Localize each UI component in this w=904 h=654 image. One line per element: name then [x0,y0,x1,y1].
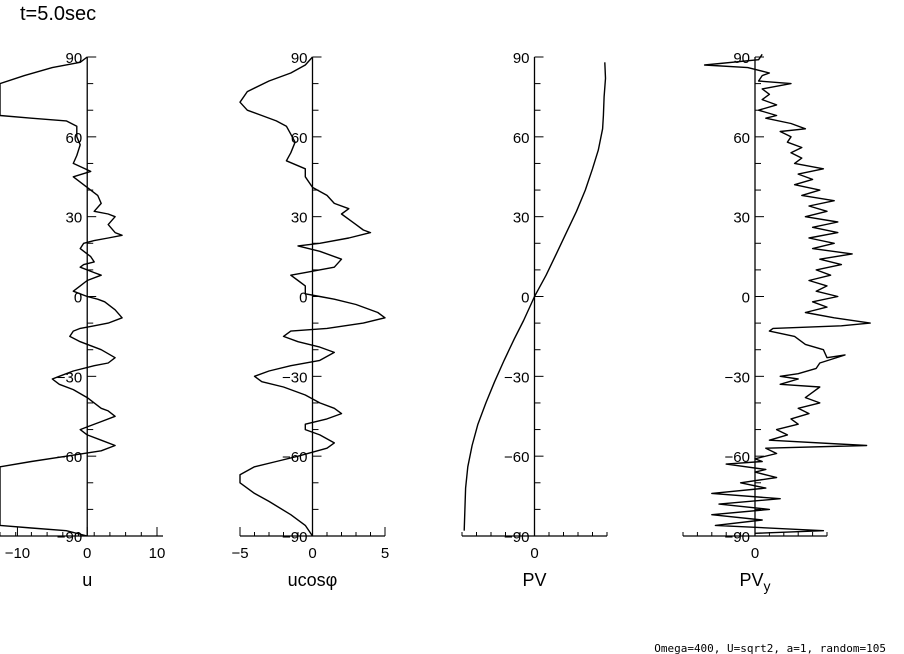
panel-pvy: 0 90 60 30 0 −30 −60 −90 PVy [682,50,871,594]
y-tick-label: −30 [282,369,307,386]
x-axis-label-subscript: y [764,578,771,594]
y-tick-label: 60 [513,130,530,147]
y-tick-label: −30 [725,369,750,386]
y-tick-label: 60 [733,130,750,147]
x-tick-label: 0 [83,545,91,562]
y-tick-label: 30 [513,210,530,227]
x-axis-label: u [82,570,92,590]
panel-pv: 0 90 60 30 0 −30 −60 −90 PV [461,50,608,590]
profile-line-pv [463,62,607,531]
x-tick-label: 0 [530,545,538,562]
y-tick-label: −90 [282,529,307,546]
x-tick-label: 10 [149,545,166,562]
y-tick-label: 30 [291,210,308,227]
x-tick-label: 5 [381,545,389,562]
y-tick-label: 0 [74,290,82,307]
y-tick-label: 90 [513,50,530,67]
x-axis-label: PV [522,570,546,590]
figure-title: t=5.0sec [20,3,96,25]
y-tick-label: 30 [733,210,750,227]
x-tick-label: 0 [751,545,759,562]
y-tick-label: −30 [57,369,82,386]
y-tick-label: 0 [299,290,307,307]
parameters-footer: Omega=400, U=sqrt2, a=1, random=105 [654,642,886,654]
x-tick-label: 0 [308,545,316,562]
x-tick-label: −5 [231,545,248,562]
y-tick-label: 30 [66,210,83,227]
y-tick-label: 60 [66,130,83,147]
y-tick-label: −30 [504,369,529,386]
y-tick-label: −90 [504,529,529,546]
y-tick-label: −60 [504,449,529,466]
profile-line-u [0,56,123,537]
y-tick-label: −60 [57,449,82,466]
y-tick-label: 90 [291,50,308,67]
y-tick-label: 0 [742,290,750,307]
profile-line-pvy [703,53,871,534]
x-axis-label: ucosφ [288,570,338,590]
y-tick-label: 90 [733,50,750,67]
x-tick-label: −10 [5,545,30,562]
y-tick-label: −60 [725,449,750,466]
y-tick-label: 0 [521,290,529,307]
y-tick-label: −90 [725,529,750,546]
profile-line-ucos [239,56,386,537]
x-axis-label: PVy [739,570,770,594]
